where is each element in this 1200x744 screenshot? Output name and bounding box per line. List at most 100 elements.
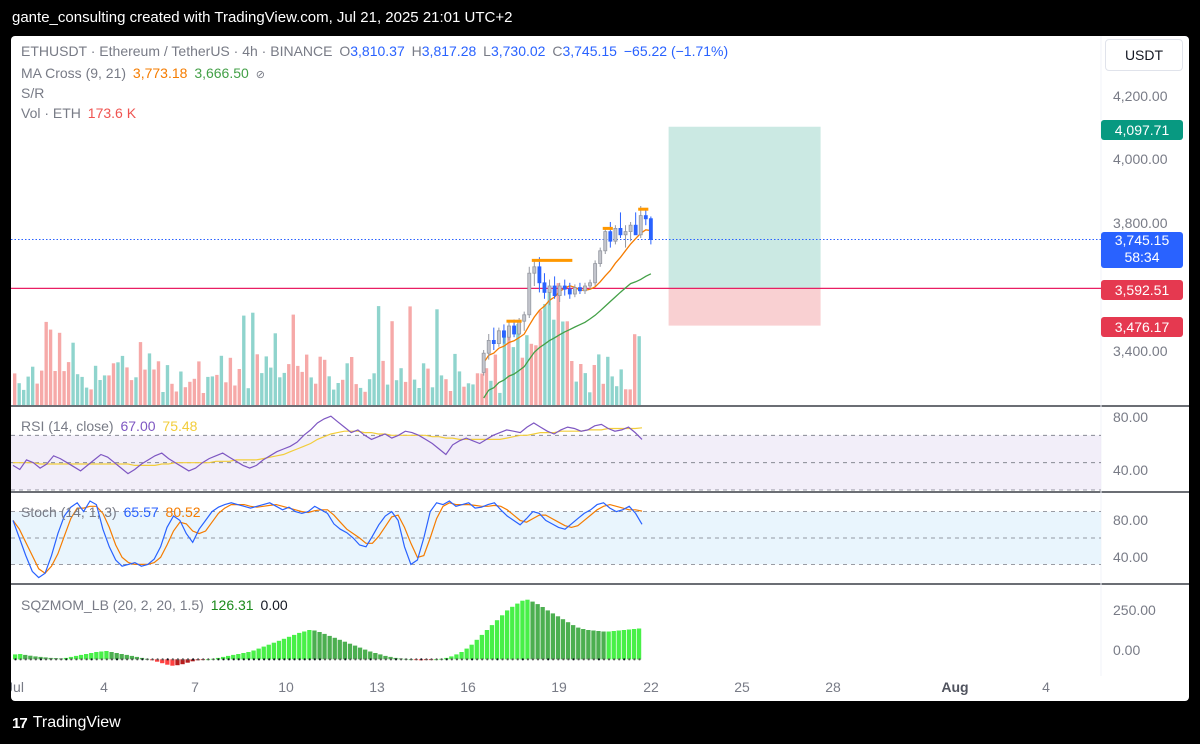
sqz-bar xyxy=(33,656,38,660)
sr-legend[interactable]: S/R xyxy=(21,85,47,101)
sr-label: S/R xyxy=(21,85,45,101)
change-value: −65.22 (−1.71%) xyxy=(623,43,729,59)
target-zone xyxy=(668,126,821,289)
candle-body xyxy=(542,282,547,293)
sqz-bar xyxy=(332,637,337,660)
sqz-bar xyxy=(160,659,165,664)
volume-bar xyxy=(637,336,641,405)
sqz-bar xyxy=(155,659,160,662)
volume-bar xyxy=(66,362,71,405)
candle-body xyxy=(613,227,618,242)
sqz-dot xyxy=(501,658,504,661)
tradingview-logo[interactable]: 17 TradingView xyxy=(12,714,121,732)
volume-bar xyxy=(282,372,286,405)
sqz-dot xyxy=(257,658,261,661)
symbol-legend[interactable]: ETHUSDT · Ethereum / TetherUS · 4h · BIN… xyxy=(21,43,731,59)
ma-cross-lines xyxy=(483,229,652,399)
volume-bar xyxy=(210,376,215,405)
sqz-dot xyxy=(75,658,78,661)
sqz-dot xyxy=(471,658,474,661)
sqz-dot xyxy=(90,658,93,661)
volume-bar xyxy=(498,392,502,405)
volume-bar xyxy=(561,321,565,405)
candle-body xyxy=(578,287,582,292)
sqz-dot xyxy=(638,658,641,661)
sqz-bar xyxy=(530,601,535,660)
volume-bar xyxy=(493,354,498,405)
sqz-bar xyxy=(464,648,469,660)
volume-bar xyxy=(525,335,529,405)
last-price-tag: 3,745.15 58:34 xyxy=(1101,232,1183,268)
sqz-bar xyxy=(221,656,226,660)
volume-bar xyxy=(399,368,403,405)
candle-body xyxy=(486,339,491,354)
volume-bar xyxy=(376,306,381,405)
volume-legend[interactable]: Vol · ETH 173.6 K xyxy=(21,105,139,121)
sqz-dot xyxy=(308,658,311,661)
ma-slow-value: 3,666.50 xyxy=(194,65,249,81)
sqz-bar xyxy=(581,629,586,660)
sqz-value2: 0.00 xyxy=(260,597,288,613)
position-tool xyxy=(668,126,821,326)
sqz-dot xyxy=(425,658,428,661)
eye-off-icon[interactable]: ⊘ xyxy=(255,69,265,81)
volume-bar xyxy=(296,365,300,405)
sqz-value: 126.31 xyxy=(210,597,254,613)
sqz-dot xyxy=(445,658,448,661)
sqz-bar xyxy=(560,619,566,660)
price-candles xyxy=(481,206,653,376)
volume-label: Vol · ETH xyxy=(21,105,81,121)
sqz-bar xyxy=(337,639,342,660)
sqz-dot xyxy=(567,658,570,661)
volume-bar xyxy=(430,387,435,405)
sqz-bar xyxy=(596,631,601,660)
sqz-dot xyxy=(263,658,266,661)
volume-bar xyxy=(412,379,417,405)
candle-body xyxy=(648,218,653,240)
volume-bar xyxy=(201,393,206,405)
volume-bar xyxy=(457,371,462,405)
volume-bar xyxy=(116,362,120,405)
chart-frame[interactable]: ETHUSDT · Ethereum / TetherUS · 4h · BIN… xyxy=(11,36,1189,701)
sqz-legend[interactable]: SQZMOM_LB (20, 2, 20, 1.5) 126.31 0.00 xyxy=(21,597,291,613)
sqz-bar xyxy=(175,659,180,666)
sqz-dot xyxy=(379,658,382,661)
currency-button[interactable]: USDT xyxy=(1105,39,1183,71)
sqz-dot xyxy=(344,658,347,661)
volume-bar xyxy=(309,377,313,405)
candle-body xyxy=(593,263,598,284)
sqz-dot xyxy=(592,658,595,661)
candle-body xyxy=(496,330,501,344)
sqz-dot xyxy=(115,658,119,661)
chart-canvas[interactable] xyxy=(11,36,1189,701)
volume-bar xyxy=(269,367,273,405)
candle-body xyxy=(522,314,527,322)
sqz-bar xyxy=(535,604,540,660)
sqz-bar xyxy=(576,627,581,660)
stoch-d-value: 80.52 xyxy=(165,504,201,520)
sqz-dot xyxy=(328,658,332,661)
sqz-dot xyxy=(227,658,230,661)
volume-bar xyxy=(327,376,331,405)
volume-bar xyxy=(102,375,107,405)
ma-cross-legend[interactable]: MA Cross (9, 21) 3,773.18 3,666.50 ⊘ xyxy=(21,65,268,81)
sqz-bar xyxy=(484,630,490,660)
sqz-bar xyxy=(540,607,545,660)
tradingview-brand: TradingView xyxy=(32,714,121,731)
sqz-dot xyxy=(65,658,68,661)
volume-bar xyxy=(80,376,84,405)
date-label-aug-4: 4 xyxy=(1042,679,1050,695)
sqz-bar xyxy=(73,655,79,660)
volume-bar xyxy=(120,355,125,405)
sqz-bar xyxy=(292,634,297,660)
sqz-bar xyxy=(363,649,368,660)
sqz-bar xyxy=(459,652,464,660)
sqz-bar xyxy=(251,650,256,660)
rsi-legend[interactable]: RSI (14, close) 67.00 75.48 xyxy=(21,418,200,434)
stoch-legend[interactable]: Stoch (14, 1, 3) 65.57 80.52 xyxy=(21,504,204,520)
volume-bar xyxy=(538,310,543,405)
date-label-25: 25 xyxy=(734,679,750,695)
sqz-tick-0: 0.00 xyxy=(1113,642,1141,658)
sqz-dot xyxy=(49,658,53,661)
sqz-bar xyxy=(327,635,332,660)
